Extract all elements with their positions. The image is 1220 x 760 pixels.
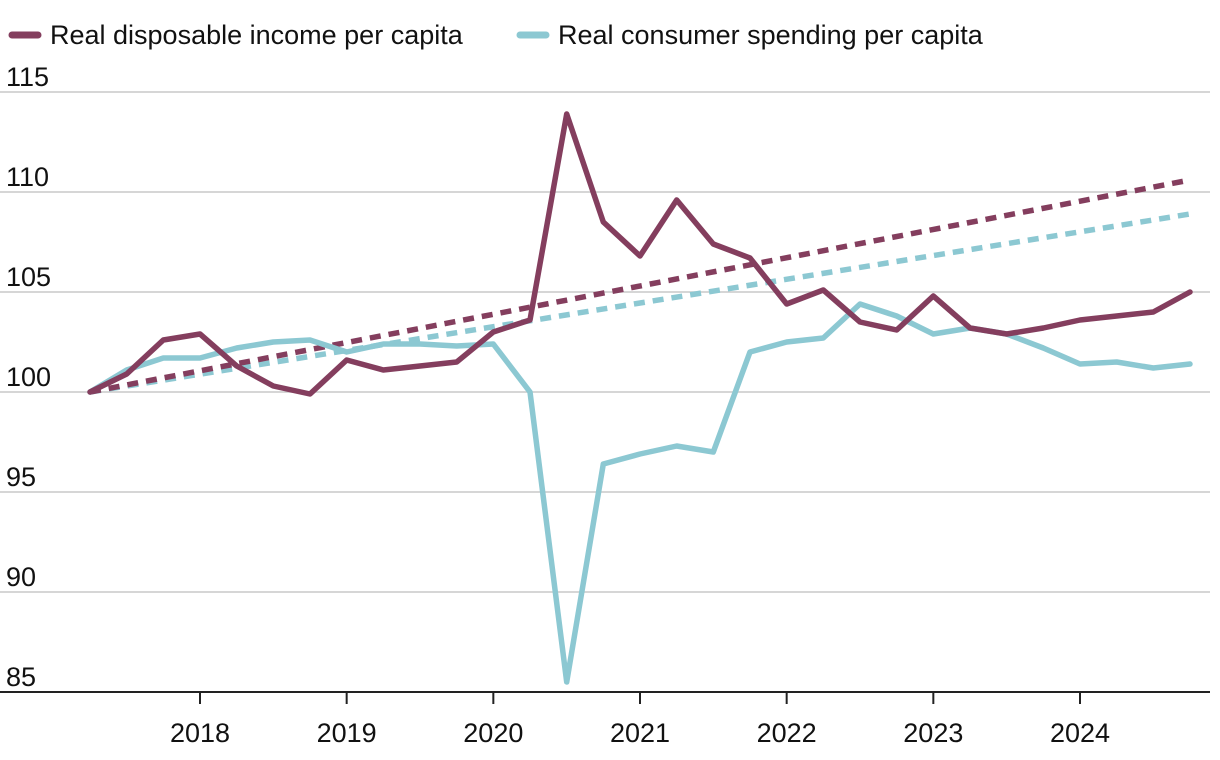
series-group bbox=[87, 111, 1193, 685]
y-tick-label: 115 bbox=[6, 62, 49, 92]
x-tick-label: 2023 bbox=[903, 718, 963, 748]
y-tick-label: 90 bbox=[6, 562, 36, 592]
legend-label-spending: Real consumer spending per capita bbox=[558, 20, 984, 50]
x-tick-label: 2018 bbox=[170, 718, 230, 748]
y-tick-label: 105 bbox=[6, 262, 51, 292]
trend-line-spending bbox=[89, 211, 1191, 395]
y-axis-ticks: 85 90 95 100 105 110 115 bbox=[6, 62, 51, 692]
x-tick-label: 2022 bbox=[757, 718, 817, 748]
x-tick-label: 2021 bbox=[610, 718, 670, 748]
series-line-income bbox=[87, 111, 1193, 397]
y-tick-label: 85 bbox=[6, 662, 36, 692]
series-line-spending bbox=[87, 301, 1193, 685]
x-tick-label: 2024 bbox=[1050, 718, 1110, 748]
x-tick-label: 2019 bbox=[317, 718, 377, 748]
legend-label-income: Real disposable income per capita bbox=[50, 20, 464, 50]
gridlines bbox=[0, 91, 1210, 593]
x-axis: 2018 2019 2020 2021 2022 2023 2024 bbox=[0, 691, 1210, 748]
trend-line-income bbox=[89, 177, 1191, 395]
x-tick-label: 2020 bbox=[463, 718, 523, 748]
y-tick-label: 110 bbox=[6, 162, 49, 192]
y-tick-label: 95 bbox=[6, 462, 36, 492]
y-tick-label: 100 bbox=[6, 362, 51, 392]
legend: Real disposable income per capita Real c… bbox=[8, 20, 984, 50]
